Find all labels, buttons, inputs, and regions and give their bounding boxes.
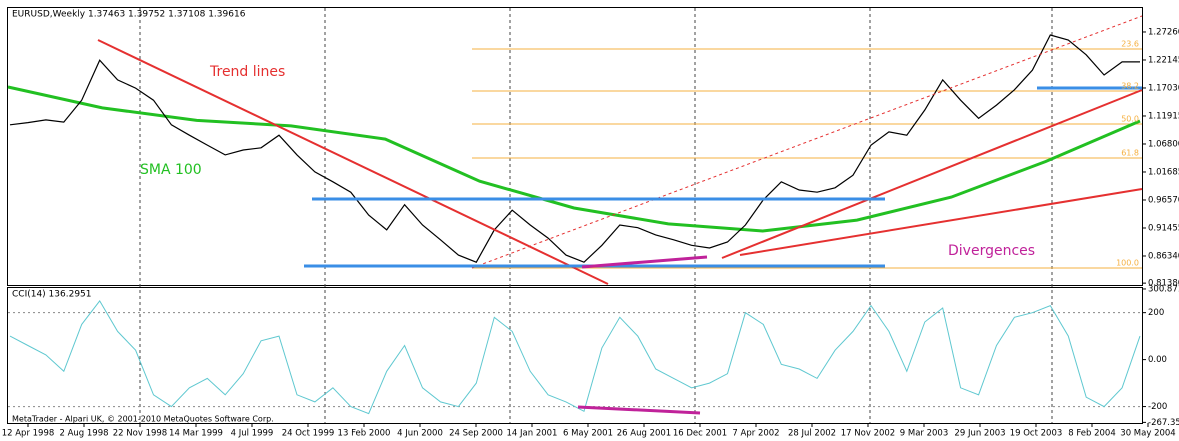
x-tick-label: 4 Jun 2000 [397, 429, 443, 439]
x-tick-label: 12 Apr 1998 [2, 429, 55, 439]
y-tick-label: 0.81380 [1148, 279, 1179, 289]
chart-title: EURUSD,Weekly 1.37463 1.39752 1.37108 1.… [12, 10, 246, 20]
x-tick-label: 13 Feb 2000 [338, 429, 391, 439]
x-tick-label: 16 Dec 2001 [673, 429, 727, 439]
cci-title: CCI(14) 136.2951 [12, 290, 92, 300]
y-tick-label: 1.17030 [1148, 83, 1179, 93]
trend-line [739, 188, 1143, 256]
y-tick-label: 0.91455 [1148, 223, 1179, 233]
x-tick-label: 8 Feb 2004 [1068, 429, 1116, 439]
x-tick-label: 7 Apr 2002 [732, 429, 779, 439]
fibo-label: 23.6 [1121, 40, 1139, 49]
y-tick-label: -200 [1148, 402, 1167, 412]
x-tick-label: 26 Aug 2001 [617, 429, 671, 439]
cci-panel-frame [7, 287, 1143, 424]
annotation: Divergences [948, 243, 1035, 259]
fibo-label: 38.2 [1121, 81, 1139, 90]
x-tick-label: 22 Nov 1998 [113, 429, 167, 439]
footer: MetaTrader - Alpari UK, © 2001-2010 Meta… [12, 415, 274, 424]
cci-line [9, 300, 1141, 415]
y-tick-label: 1.27260 [1148, 27, 1179, 37]
price-line [9, 34, 1140, 263]
channel-line [471, 15, 1143, 269]
y-tick-label: 1.01685 [1148, 167, 1179, 177]
x-tick-label: 14 Jan 2001 [507, 429, 558, 439]
x-tick-label: 30 May 2004 [1120, 429, 1175, 439]
x-tick-label: 24 Oct 1999 [282, 429, 335, 439]
annotation: Trend lines [209, 64, 285, 80]
x-tick-label: 9 Mar 2003 [900, 429, 948, 439]
x-tick-label: 17 Nov 2002 [841, 429, 895, 439]
sma-legend: SMA 100 [140, 162, 202, 178]
x-tick-label: 2 Aug 1998 [59, 429, 108, 439]
x-tick-label: 24 Sep 2000 [449, 429, 503, 439]
main-panel-frame [7, 7, 1143, 286]
trend-line [97, 39, 609, 285]
y-tick-label: 200 [1148, 308, 1164, 318]
x-tick-label: 14 Mar 1999 [169, 429, 223, 439]
x-tick-label: 19 Oct 2003 [1010, 429, 1063, 439]
fibo-label: 61.8 [1121, 148, 1139, 157]
y-tick-label: -267.3541 [1148, 418, 1179, 428]
y-tick-label: 0.00 [1148, 355, 1167, 365]
y-tick-label: 1.22145 [1148, 55, 1179, 65]
trend-line [721, 89, 1143, 259]
x-tick-label: 6 May 2001 [563, 429, 613, 439]
x-tick-label: 4 Jul 1999 [231, 429, 274, 439]
sma-line [7, 85, 1141, 233]
divergence-line [581, 255, 708, 269]
fibo-label: 50.0 [1121, 115, 1139, 124]
drawn-objects [97, 15, 1143, 415]
y-tick-label: 300.8716 [1148, 284, 1179, 294]
x-tick-label: 28 Jul 2002 [788, 429, 836, 439]
y-tick-label: 1.06800 [1148, 139, 1179, 149]
fibo-label: 100.0 [1116, 259, 1139, 268]
x-tick-label: 29 Jun 2003 [954, 429, 1005, 439]
y-tick-label: 1.11915 [1148, 111, 1179, 121]
under-layer [7, 34, 1142, 415]
divergence-line [577, 405, 701, 415]
